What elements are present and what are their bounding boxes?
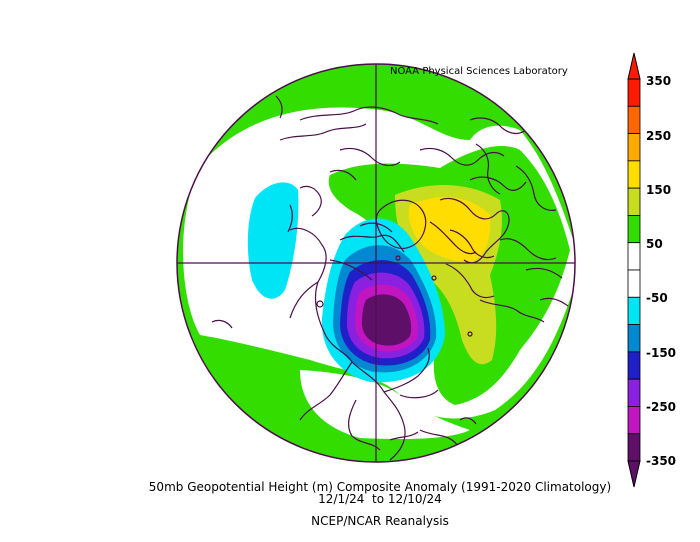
colorbar-tick-label: -350 <box>646 454 677 468</box>
colorbar-tick-label: 250 <box>646 129 672 143</box>
colorbar-tick-label: 150 <box>646 183 672 197</box>
colorbar-bin <box>627 378 641 407</box>
field-yellow-150-200 <box>408 197 491 262</box>
caption-source: NCEP/NCAR Reanalysis <box>311 514 449 528</box>
colorbar-min-arrow <box>627 460 641 488</box>
colorbar-bin <box>627 187 641 216</box>
colorbar-tick-label: 350 <box>646 74 672 88</box>
colorbar-bin <box>627 351 641 380</box>
caption-title: 50mb Geopotential Height (m) Composite A… <box>148 480 612 494</box>
colorbar-bin <box>627 242 641 271</box>
anomaly-field <box>177 64 575 462</box>
field-darkpurple-core <box>362 294 412 346</box>
colorbar-tick-label: -250 <box>646 400 677 414</box>
credit-label: NOAA Physical Sciences Laboratory <box>390 66 568 77</box>
colorbar-bin <box>627 215 641 244</box>
colorbar-bin <box>627 433 641 462</box>
colorbar-bin <box>627 133 641 162</box>
colorbar-bin <box>627 78 641 107</box>
map-boundary <box>176 63 576 463</box>
field-white-south <box>300 370 470 440</box>
coastlines <box>211 95 569 462</box>
colorbar-bin <box>627 105 641 134</box>
colorbar-tick-label: -50 <box>646 291 668 305</box>
colorbar-tick-label: 50 <box>646 237 663 251</box>
colorbar-bin <box>627 406 641 435</box>
colorbar-bin <box>627 269 641 298</box>
caption-dates: 12/1/24 to 12/10/24 <box>318 492 442 506</box>
colorbar-tick-label: -150 <box>646 346 677 360</box>
colorbar-max-arrow <box>627 52 641 80</box>
field-cyan-west <box>247 182 299 299</box>
colorbar <box>627 52 641 488</box>
colorbar-bin <box>627 324 641 353</box>
colorbar-bin <box>627 160 641 189</box>
colorbar-bin <box>627 296 641 325</box>
